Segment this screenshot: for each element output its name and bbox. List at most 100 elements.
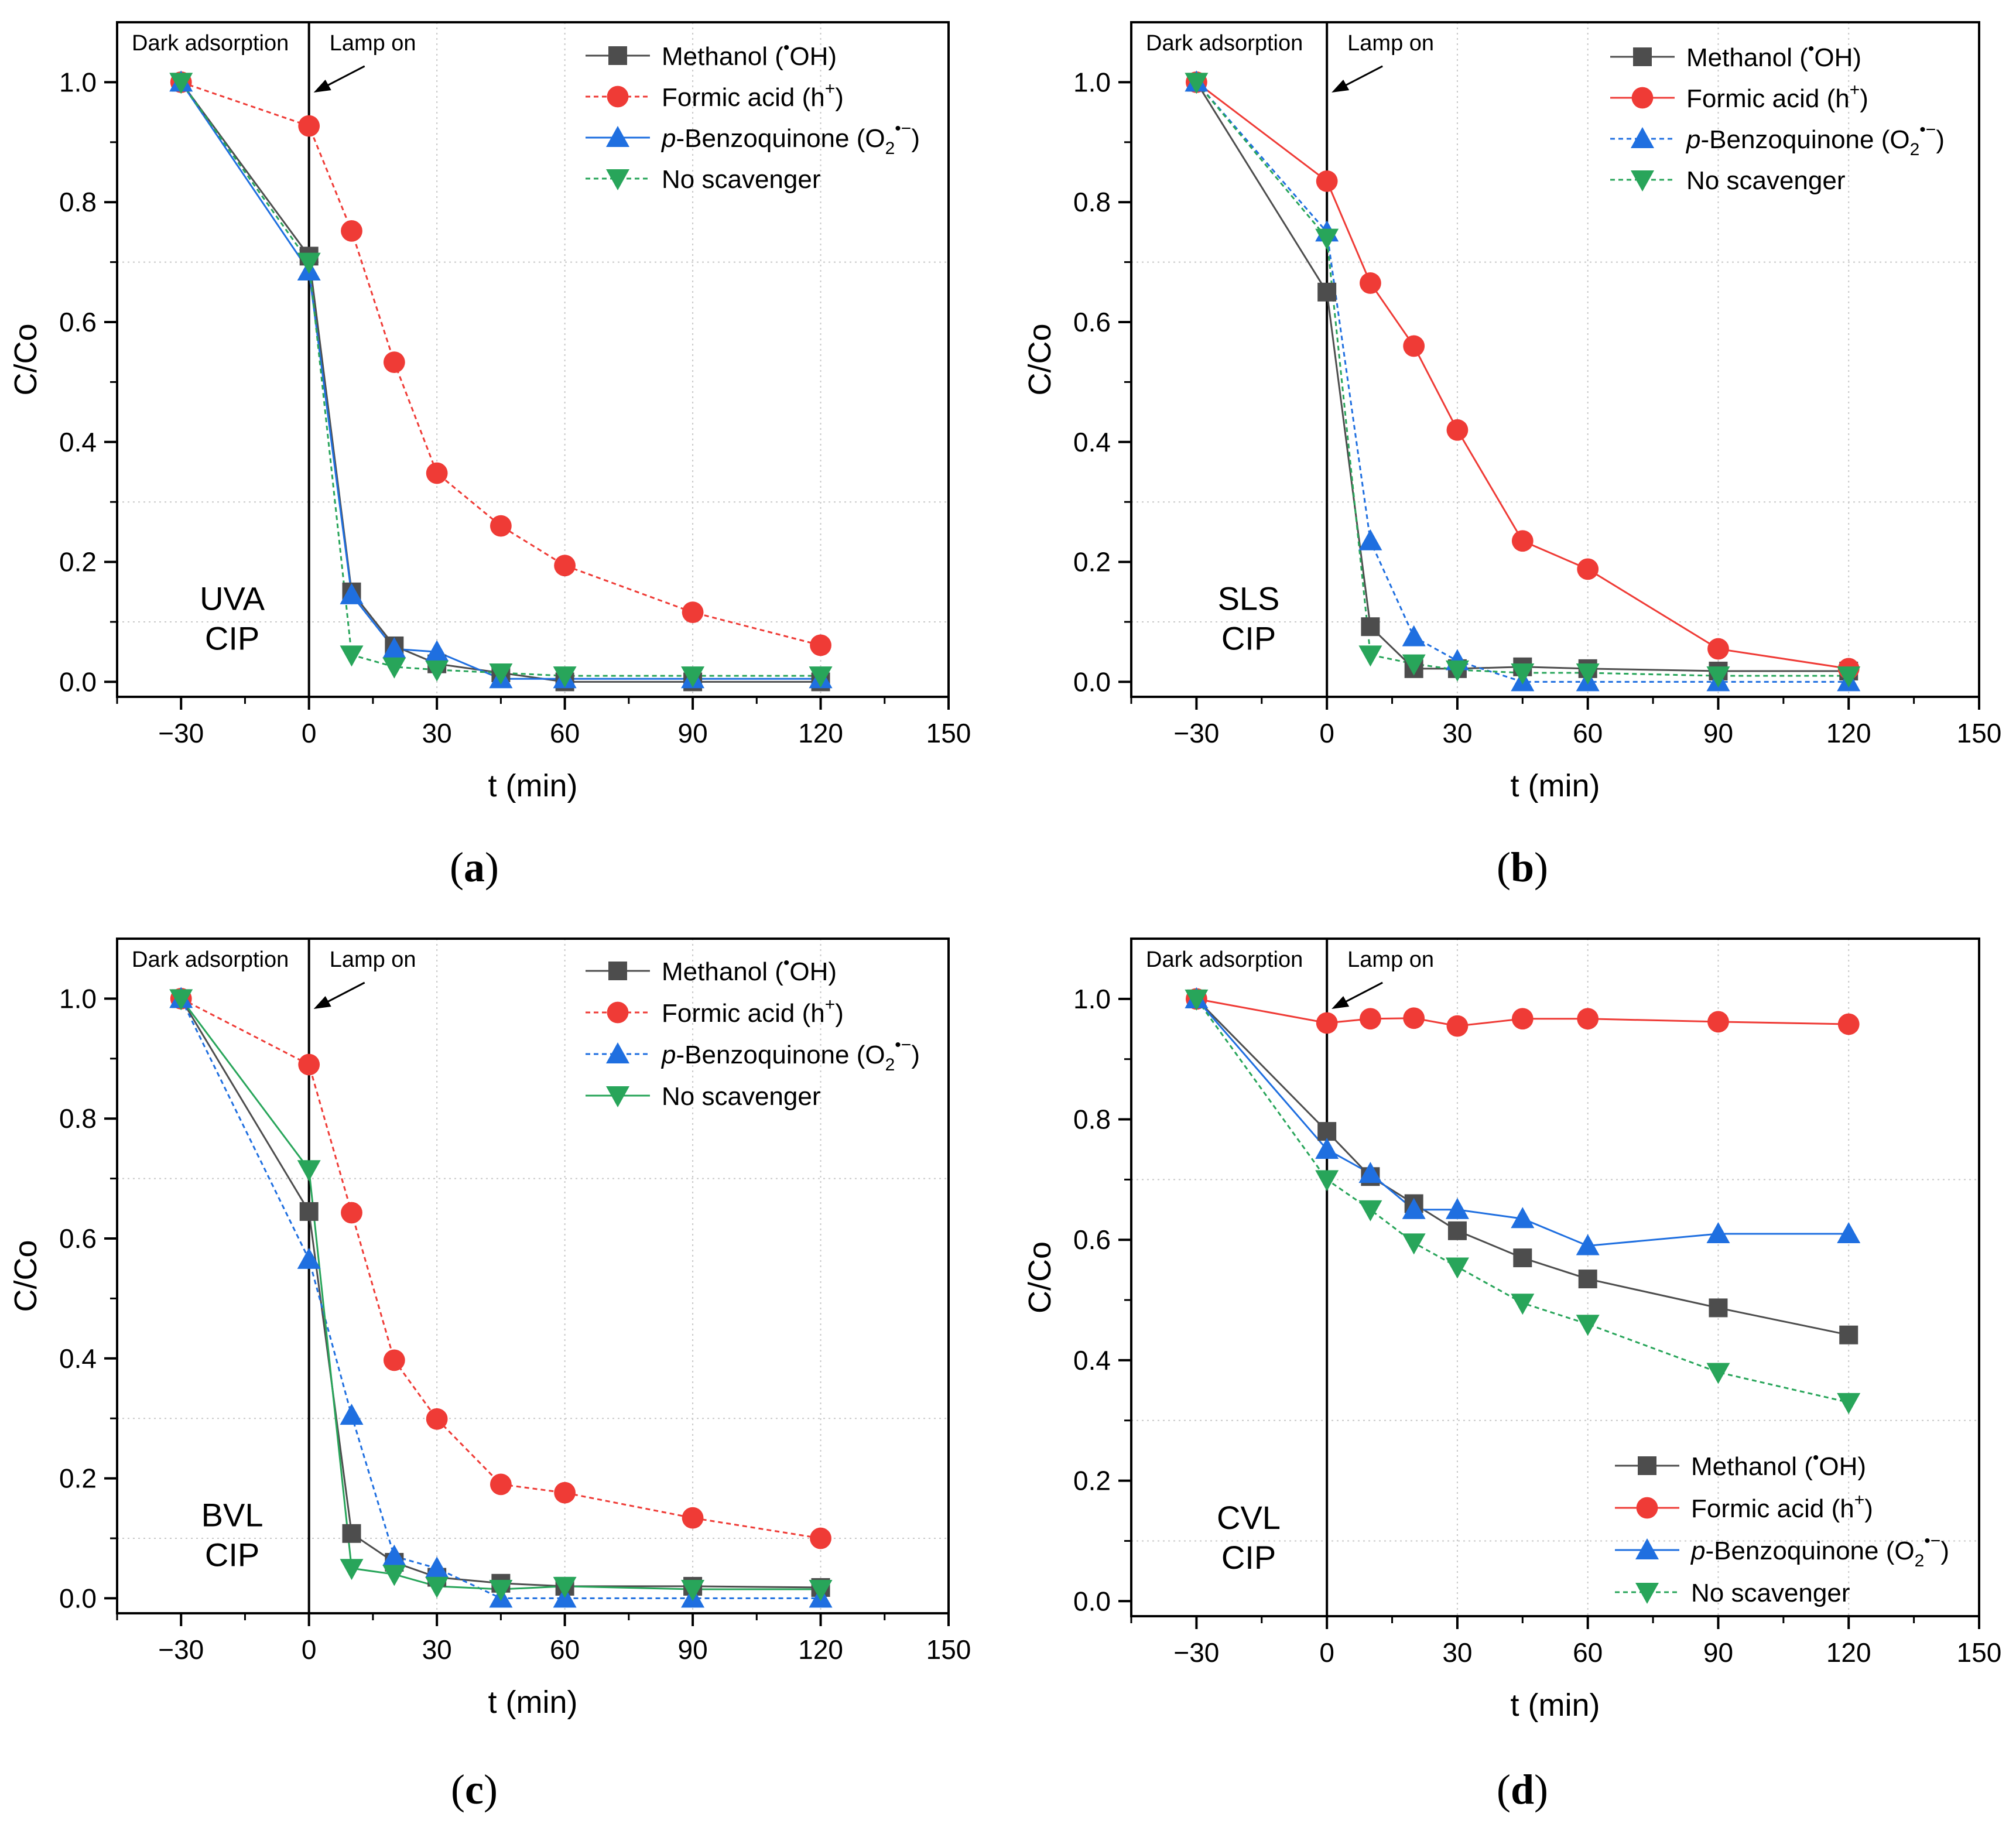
y-tick-label: 0.2 xyxy=(59,1463,97,1494)
data-point xyxy=(382,637,406,659)
data-point xyxy=(1358,1200,1382,1222)
dark-adsorption-label: Dark adsorption xyxy=(132,947,289,972)
legend-label: No scavenger xyxy=(662,1082,820,1111)
x-axis-label: t (min) xyxy=(488,1685,578,1720)
data-point xyxy=(1445,1257,1469,1279)
series-group xyxy=(169,987,833,1608)
x-axis: −30 0 30 60 90 120 150 xyxy=(116,1613,971,1665)
legend-label: p-Benzoquinone (O2•−) xyxy=(1690,1531,1949,1571)
lamp-on-label: Lamp on xyxy=(1347,947,1434,972)
sample-label: CIP xyxy=(1221,620,1276,657)
sample-label: BVL xyxy=(201,1497,263,1534)
y-axis-label: C/Co xyxy=(8,323,43,395)
y-tick-label: 1.0 xyxy=(59,67,97,97)
legend-label: No scavenger xyxy=(1686,166,1845,195)
y-axis-label: C/Co xyxy=(8,1240,43,1312)
x-axis-label: t (min) xyxy=(488,768,578,803)
data-point xyxy=(1447,1221,1467,1240)
x-tick-label: 120 xyxy=(1826,718,1871,748)
data-point xyxy=(341,1202,362,1224)
y-tick-label: 0.4 xyxy=(59,1343,97,1374)
x-axis: −30 0 30 60 90 120 150 xyxy=(1130,1616,2001,1668)
data-point xyxy=(1706,1222,1730,1243)
chart-panel-d: −30 0 30 60 90 120 150 0.0 0.2 0.4 0.6 0.8 1.0 t (min… xyxy=(1022,938,2001,1723)
data-point xyxy=(1511,1294,1535,1315)
data-point xyxy=(1402,654,1426,676)
y-tick-label: 0.6 xyxy=(59,307,97,337)
data-point xyxy=(810,634,831,656)
data-point xyxy=(1403,335,1425,357)
legend: Methanol (•OH) Formic acid (h+) p-Benzoqui… xyxy=(586,953,920,1111)
data-point xyxy=(298,1053,320,1076)
data-point xyxy=(425,1576,449,1598)
data-point xyxy=(1185,73,1209,94)
series-line xyxy=(1196,998,1849,1336)
legend-marker xyxy=(606,169,629,190)
data-point xyxy=(1511,1008,1534,1030)
data-point xyxy=(1446,419,1469,441)
x-tick-label: 120 xyxy=(798,718,843,748)
x-tick-label: −30 xyxy=(1173,1637,1219,1668)
y-tick-label: 0.0 xyxy=(59,666,97,697)
legend-marker xyxy=(1631,127,1654,148)
y-tick-label: 0.4 xyxy=(59,427,97,457)
data-point xyxy=(1402,1233,1426,1255)
legend-marker xyxy=(607,1001,629,1024)
x-tick-label: 0 xyxy=(1319,718,1334,748)
data-point xyxy=(489,1580,513,1602)
y-tick-label: 0.4 xyxy=(1073,427,1111,457)
data-point xyxy=(1706,1363,1730,1384)
data-point xyxy=(169,989,193,1011)
x-tick-label: 120 xyxy=(798,1634,843,1665)
sample-label: SLS xyxy=(1218,580,1280,617)
data-point xyxy=(553,666,577,688)
legend-marker xyxy=(1635,1583,1659,1604)
data-point xyxy=(1317,282,1337,302)
series-line xyxy=(1196,998,1849,1404)
data-point xyxy=(681,1580,705,1602)
data-point xyxy=(1707,638,1729,660)
y-tick-label: 0.2 xyxy=(1073,1466,1111,1496)
data-point xyxy=(1317,1122,1337,1141)
sample-label: CIP xyxy=(1221,1539,1276,1576)
y-tick-label: 0.8 xyxy=(1073,187,1111,217)
legend-label: Methanol (•OH) xyxy=(1686,39,1861,72)
data-point xyxy=(1578,1270,1597,1289)
x-axis-label: t (min) xyxy=(1511,768,1600,803)
legend-marker xyxy=(606,1042,629,1063)
plot-frame xyxy=(116,21,950,698)
legend-label: No scavenger xyxy=(662,165,820,194)
x-tick-label: 30 xyxy=(422,718,452,748)
chart-panel-c: −30 0 30 60 90 120 150 0.0 0.2 0.4 0.6 0.8 1.0 t (min… xyxy=(8,938,971,1720)
data-point xyxy=(297,1247,321,1269)
data-point xyxy=(383,1349,405,1371)
data-point xyxy=(490,515,512,537)
panel-label-b: (b) xyxy=(1496,844,1548,891)
x-axis: −30 0 30 60 90 120 150 xyxy=(116,697,971,748)
lamp-on-label: Lamp on xyxy=(330,31,416,56)
data-point xyxy=(1316,1012,1338,1034)
legend-label: Formic acid (h+) xyxy=(1691,1490,1873,1523)
data-point xyxy=(1839,1325,1858,1344)
legend-marker xyxy=(608,962,627,980)
data-point xyxy=(809,1580,833,1602)
data-point xyxy=(1358,1162,1382,1183)
legend-marker xyxy=(606,1086,629,1107)
legend: Methanol (•OH) Formic acid (h+) p-Benzoqui… xyxy=(1610,39,1945,195)
data-point xyxy=(340,1559,364,1580)
legend-label: p-Benzoquinone (O2•−) xyxy=(1685,120,1945,159)
sample-label: CIP xyxy=(205,1537,259,1573)
data-point xyxy=(1837,1013,1860,1035)
legend-marker xyxy=(1636,1497,1658,1519)
y-axis-label: C/Co xyxy=(1022,1241,1057,1313)
lamp-on-label: Lamp on xyxy=(1347,31,1434,56)
panel-label-a: (a) xyxy=(450,844,499,891)
x-tick-label: 150 xyxy=(1957,718,2002,748)
legend-marker xyxy=(1638,1456,1656,1475)
data-point xyxy=(1315,1170,1339,1192)
y-tick-label: 0.8 xyxy=(59,1103,97,1134)
series-line xyxy=(1196,81,1849,677)
data-point xyxy=(1360,272,1381,294)
x-tick-label: −30 xyxy=(1173,718,1219,748)
